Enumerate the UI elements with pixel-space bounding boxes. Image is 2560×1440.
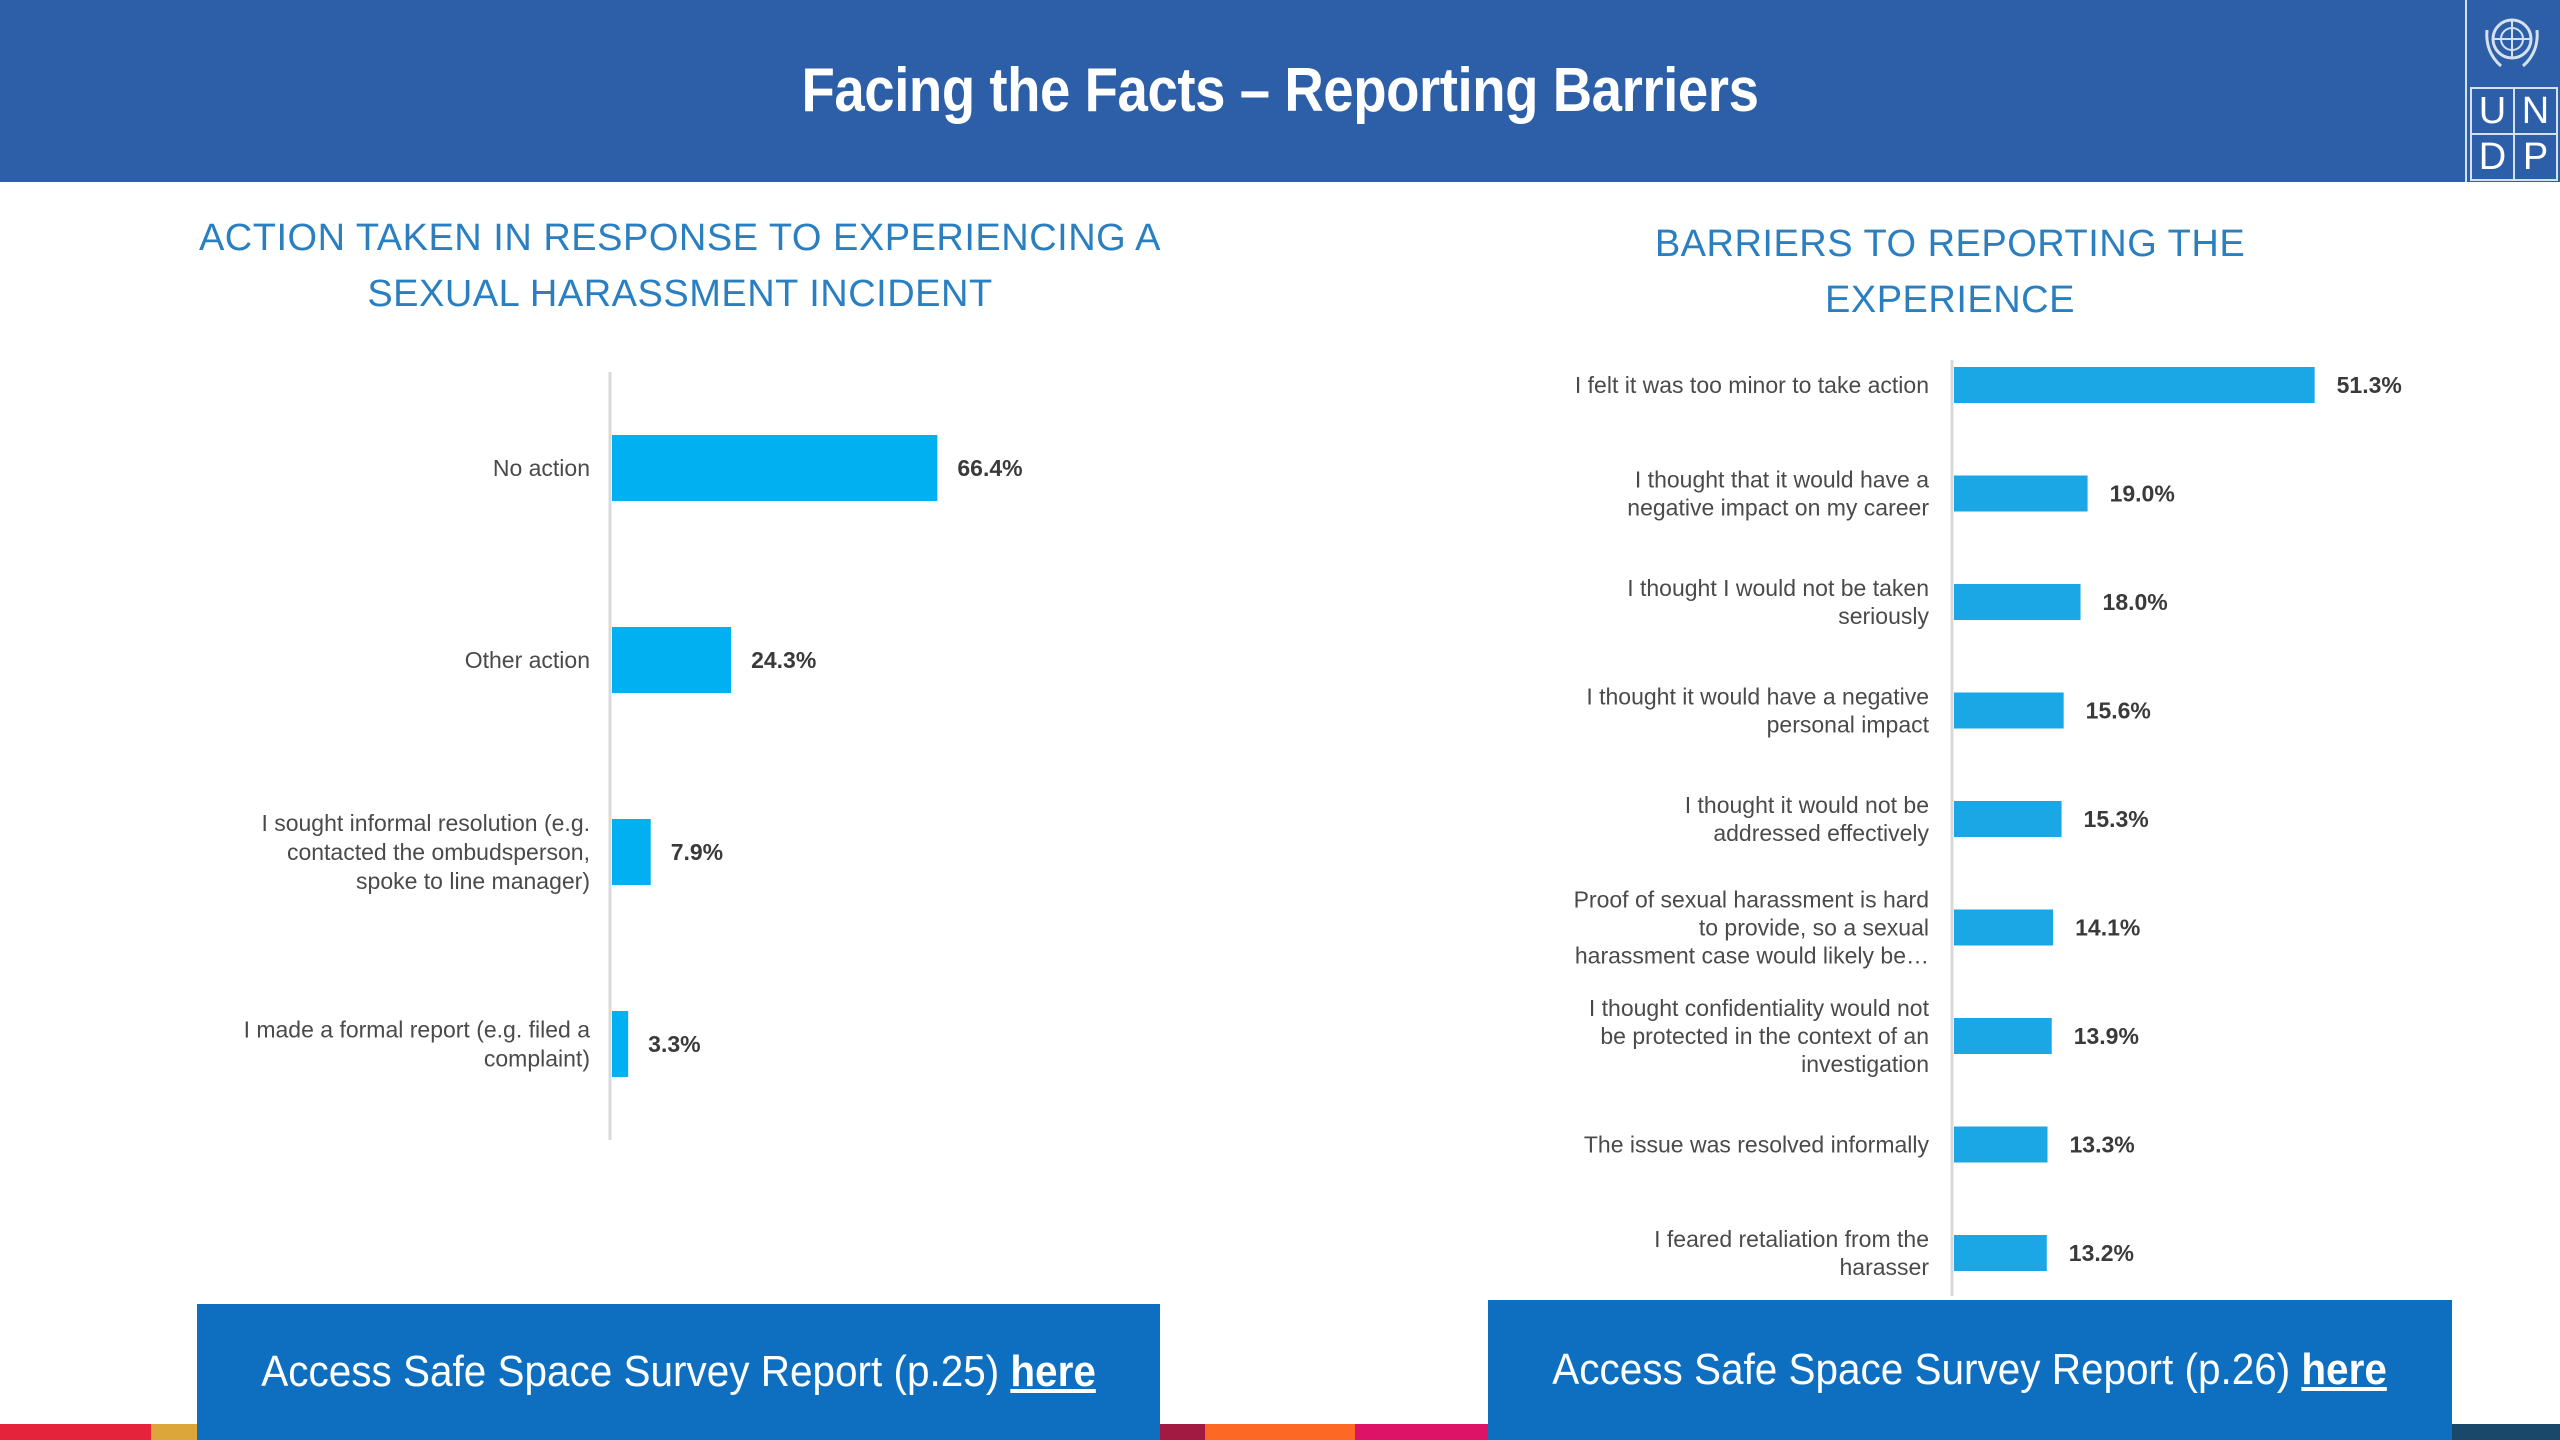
category-label: to provide, so a sexual (1699, 915, 1929, 941)
category-label: I thought confidentiality would not (1589, 995, 1930, 1021)
data-label: 18.0% (2103, 589, 2168, 615)
category-label: complaint) (484, 1046, 590, 1072)
undp-logo: U N D P (2465, 0, 2560, 182)
undp-letter-grid: U N D P (2470, 87, 2558, 181)
data-label: 15.3% (2084, 806, 2149, 832)
slide-title: Facing the Facts – Reporting Barriers (801, 56, 1759, 125)
bar (1954, 475, 2088, 512)
chart-title-actions: ACTION TAKEN IN RESPONSE TO EXPERIENCING… (198, 217, 1162, 315)
category-label: negative impact on my career (1627, 495, 1929, 521)
category-label: I thought I would not be taken (1627, 575, 1929, 601)
data-label: 13.9% (2074, 1023, 2139, 1049)
category-label: I thought that it would have a (1635, 467, 1929, 493)
header-bar: Facing the Facts – Reporting Barriers (0, 0, 2560, 182)
bar (1954, 584, 2081, 620)
category-label: I thought it would not be (1685, 792, 1929, 818)
category-label: Other action (465, 647, 590, 673)
bar (1954, 909, 2054, 946)
data-label: 14.1% (2075, 915, 2140, 941)
report-link-text: Access Safe Space Survey Report (p.25) (261, 1347, 1000, 1396)
data-label: 19.0% (2110, 481, 2175, 507)
category-label: I thought it would have a negative (1586, 684, 1929, 710)
here-link[interactable]: here (2301, 1345, 2388, 1394)
bar (612, 627, 732, 693)
strip-segment (1355, 1424, 1507, 1440)
bar (1954, 801, 2062, 837)
data-label: 7.9% (671, 839, 723, 865)
category-label: harassment case would likely be… (1575, 943, 1929, 969)
logo-letter: P (2513, 133, 2558, 181)
category-label: Proof of sexual harassment is hard (1574, 887, 1929, 913)
un-emblem-icon (2485, 18, 2539, 68)
bar (612, 435, 938, 501)
strip-segment (0, 1424, 152, 1440)
data-label: 13.3% (2069, 1132, 2134, 1158)
data-label: 51.3% (2337, 372, 2402, 398)
category-label: I felt it was too minor to take action (1575, 372, 1929, 398)
category-label: personal impact (1767, 712, 1930, 738)
category-label: I made a formal report (e.g. filed a (244, 1017, 591, 1043)
data-label: 15.6% (2086, 698, 2151, 724)
chart-title-barriers: BARRIERS TO REPORTING THE EXPERIENCE (1654, 223, 2246, 321)
category-label: be protected in the context of an (1600, 1023, 1929, 1049)
report-link-text: Access Safe Space Survey Report (p.26) (1552, 1345, 2291, 1394)
data-label: 24.3% (751, 647, 816, 673)
bar (612, 819, 651, 885)
bar (1954, 692, 2064, 729)
category-label: contacted the ombudsperson, (287, 839, 590, 865)
bar (1954, 367, 2315, 403)
bar (1954, 1126, 2048, 1163)
category-label: No action (493, 455, 590, 481)
logo-letter: D (2470, 133, 2515, 181)
category-label: spoke to line manager) (356, 868, 590, 894)
bar (1954, 1235, 2047, 1271)
bar (612, 1011, 629, 1077)
category-label: harasser (1840, 1254, 1930, 1280)
bar (1954, 1018, 2052, 1054)
data-label: 3.3% (648, 1031, 700, 1057)
category-label: investigation (1801, 1051, 1929, 1077)
category-label: I feared retaliation from the (1654, 1226, 1929, 1252)
here-link[interactable]: here (1010, 1347, 1096, 1396)
report-link-banner-p25[interactable]: Access Safe Space Survey Report (p.25) he… (197, 1304, 1160, 1440)
data-label: 13.2% (2069, 1240, 2134, 1266)
report-link-banner-p26[interactable]: Access Safe Space Survey Report (p.26) he… (1488, 1300, 2452, 1440)
category-label: I sought informal resolution (e.g. (261, 810, 590, 836)
data-label: 66.4% (957, 455, 1022, 481)
category-label: The issue was resolved informally (1584, 1132, 1930, 1158)
strip-segment (1204, 1424, 1357, 1440)
category-label: addressed effectively (1713, 820, 1929, 846)
category-label: seriously (1838, 603, 1929, 629)
